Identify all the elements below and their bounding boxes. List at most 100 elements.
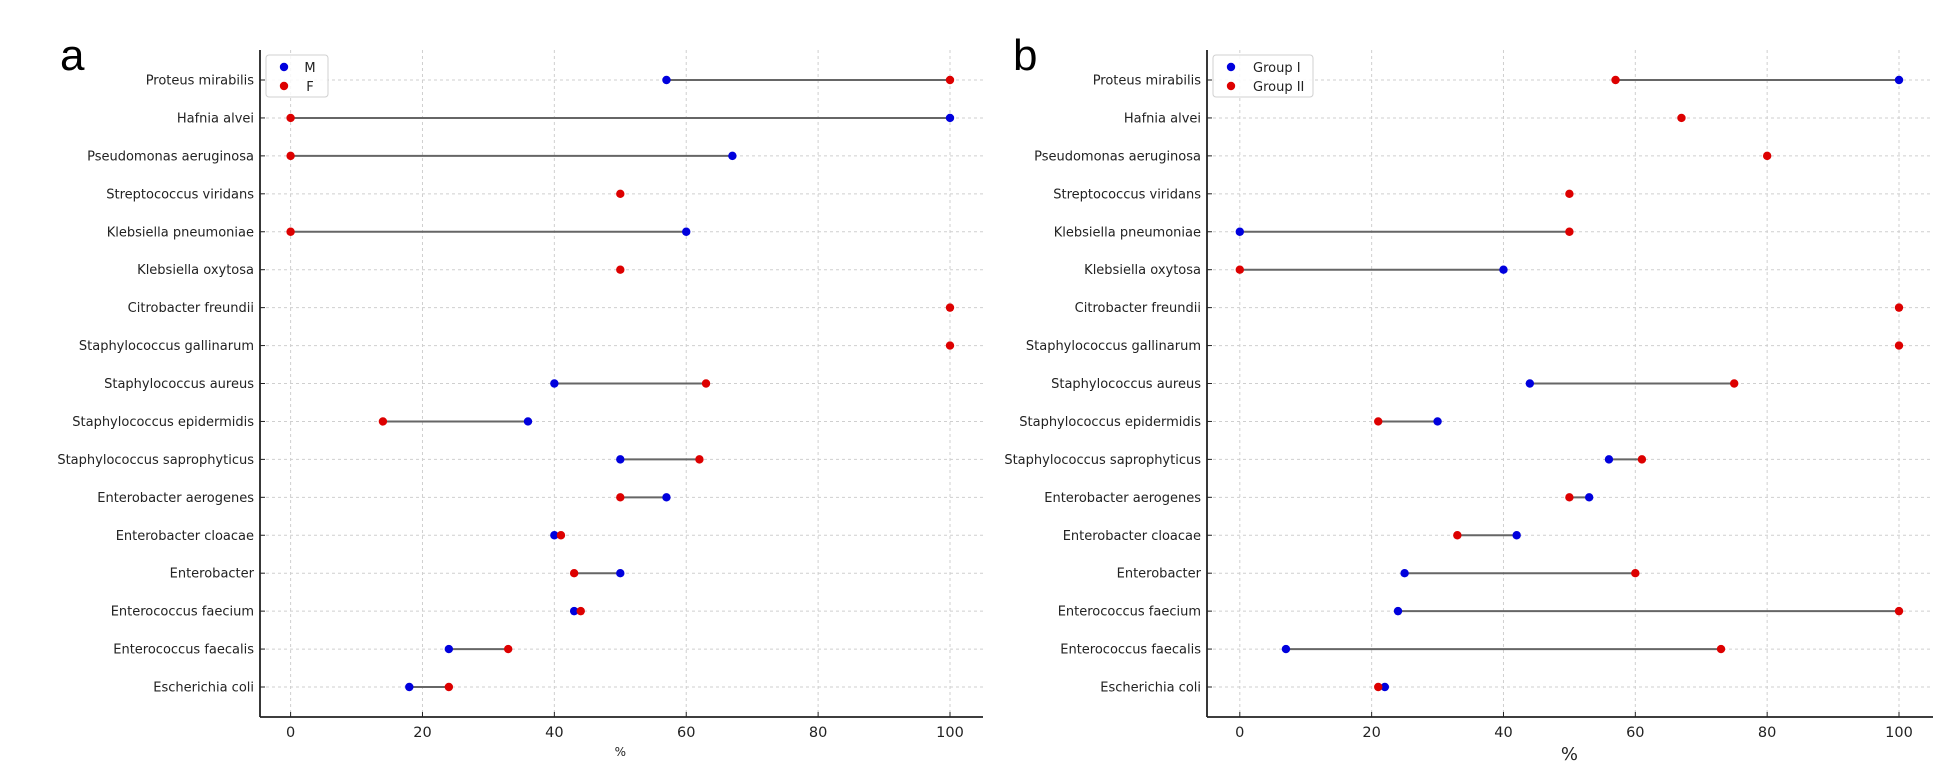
legend-box [1212, 54, 1314, 98]
x-tick-label: 20 [1362, 725, 1380, 741]
panel-label: a [60, 31, 85, 80]
legend-marker [1226, 81, 1236, 91]
x-tick-label: 20 [413, 725, 431, 741]
point-group-i [1499, 265, 1508, 274]
x-tick-label: 0 [1235, 725, 1244, 741]
y-tick-label: Enterobacter aerogenes [97, 491, 254, 506]
point-group-ii [1894, 303, 1904, 312]
point-group-ii [1631, 568, 1640, 578]
point-m [662, 75, 671, 85]
y-tick-label: Citrobacter freundii [128, 301, 254, 316]
y-tick-label: Streptococcus viridans [1053, 187, 1201, 202]
point-f [444, 682, 454, 692]
point-group-ii [1894, 341, 1904, 350]
x-tick-label: 40 [1494, 725, 1512, 741]
point-f [576, 606, 585, 616]
point-group-ii [1716, 644, 1726, 654]
legend-marker [1226, 62, 1236, 72]
point-group-i [1235, 227, 1245, 236]
legend-marker [279, 81, 289, 91]
x-tick-label: 60 [1626, 725, 1644, 741]
x-tick-label: 100 [1885, 725, 1913, 741]
point-f [616, 189, 625, 199]
point-group-ii [1611, 75, 1620, 85]
legend-box [265, 54, 329, 98]
point-m [405, 682, 414, 692]
y-tick-label: Proteus mirabilis [146, 74, 255, 89]
panel-label: b [1013, 31, 1037, 80]
y-tick-label: Hafnia alvei [177, 111, 254, 126]
y-tick-label: Klebsiella pneumoniae [1054, 225, 1201, 240]
point-m [728, 151, 737, 161]
y-tick-label: Enterobacter [1117, 567, 1202, 582]
y-tick-label: Staphylococcus gallinarum [1026, 339, 1201, 354]
point-group-i [1894, 75, 1904, 85]
x-axis-label: % [1561, 744, 1578, 765]
y-tick-label: Enterobacter cloacae [1063, 529, 1201, 544]
point-group-ii [1374, 682, 1383, 692]
point-f [569, 568, 579, 578]
y-tick-label: Enterococcus faecalis [113, 643, 254, 658]
legend-label: Group II [1253, 80, 1304, 95]
y-tick-label: Pseudomonas aeruginosa [87, 149, 254, 164]
y-tick-label: Citrobacter freundii [1075, 301, 1201, 316]
y-tick-label: Enterococcus faecalis [1060, 643, 1201, 658]
y-tick-label: Klebsiella pneumoniae [107, 225, 254, 240]
point-f [701, 379, 711, 388]
point-f [945, 303, 955, 312]
y-tick-label: Enterococcus faecium [1058, 605, 1201, 620]
point-group-ii [1762, 151, 1772, 161]
point-f [556, 531, 566, 540]
y-tick-label: Enterobacter [170, 567, 255, 582]
point-group-i [1380, 682, 1390, 692]
y-tick-label: Staphylococcus aureus [1051, 377, 1201, 392]
x-tick-label: 60 [677, 725, 695, 741]
point-f [945, 75, 955, 85]
y-tick-label: Streptococcus viridans [106, 187, 254, 202]
x-tick-label: 40 [545, 725, 563, 741]
point-f [378, 417, 388, 426]
point-f [695, 455, 704, 464]
legend-label: Group I [1253, 61, 1301, 76]
point-group-i [1525, 379, 1535, 388]
point-group-ii [1565, 493, 1574, 502]
point-group-ii [1894, 606, 1904, 616]
point-m [616, 568, 625, 578]
x-tick-label: 80 [809, 725, 827, 741]
point-group-ii [1565, 227, 1574, 236]
point-m [682, 227, 691, 236]
point-m [616, 455, 625, 464]
point-group-ii [1374, 417, 1383, 426]
y-tick-label: Staphylococcus epidermidis [1019, 415, 1201, 430]
x-tick-label: 80 [1758, 725, 1776, 741]
point-group-ii [1677, 113, 1686, 123]
point-m [945, 113, 955, 123]
point-group-i [1512, 531, 1521, 540]
point-group-i [1400, 568, 1409, 578]
y-tick-label: Staphylococcus epidermidis [72, 415, 254, 430]
x-tick-label: 100 [936, 725, 964, 741]
point-f [286, 227, 295, 236]
point-m [444, 644, 454, 654]
y-tick-label: Hafnia alvei [1124, 111, 1201, 126]
x-axis-label: % [615, 745, 626, 759]
y-tick-label: Staphylococcus aureus [104, 377, 254, 392]
y-tick-label: Escherichia coli [153, 681, 254, 696]
point-m [550, 379, 559, 388]
point-m [550, 531, 559, 540]
y-tick-label: Staphylococcus gallinarum [79, 339, 254, 354]
y-tick-label: Pseudomonas aeruginosa [1034, 149, 1201, 164]
point-group-ii [1730, 379, 1739, 388]
legend-marker [279, 62, 289, 72]
point-m [662, 493, 671, 502]
point-group-i [1393, 606, 1403, 616]
legend-label: F [306, 80, 313, 95]
point-f [945, 341, 955, 350]
point-group-ii [1453, 531, 1462, 540]
y-tick-label: Enterobacter aerogenes [1044, 491, 1201, 506]
y-tick-label: Enterobacter cloacae [116, 529, 254, 544]
legend-label: M [304, 61, 315, 76]
point-f [504, 644, 513, 654]
y-tick-label: Enterococcus faecium [111, 605, 254, 620]
